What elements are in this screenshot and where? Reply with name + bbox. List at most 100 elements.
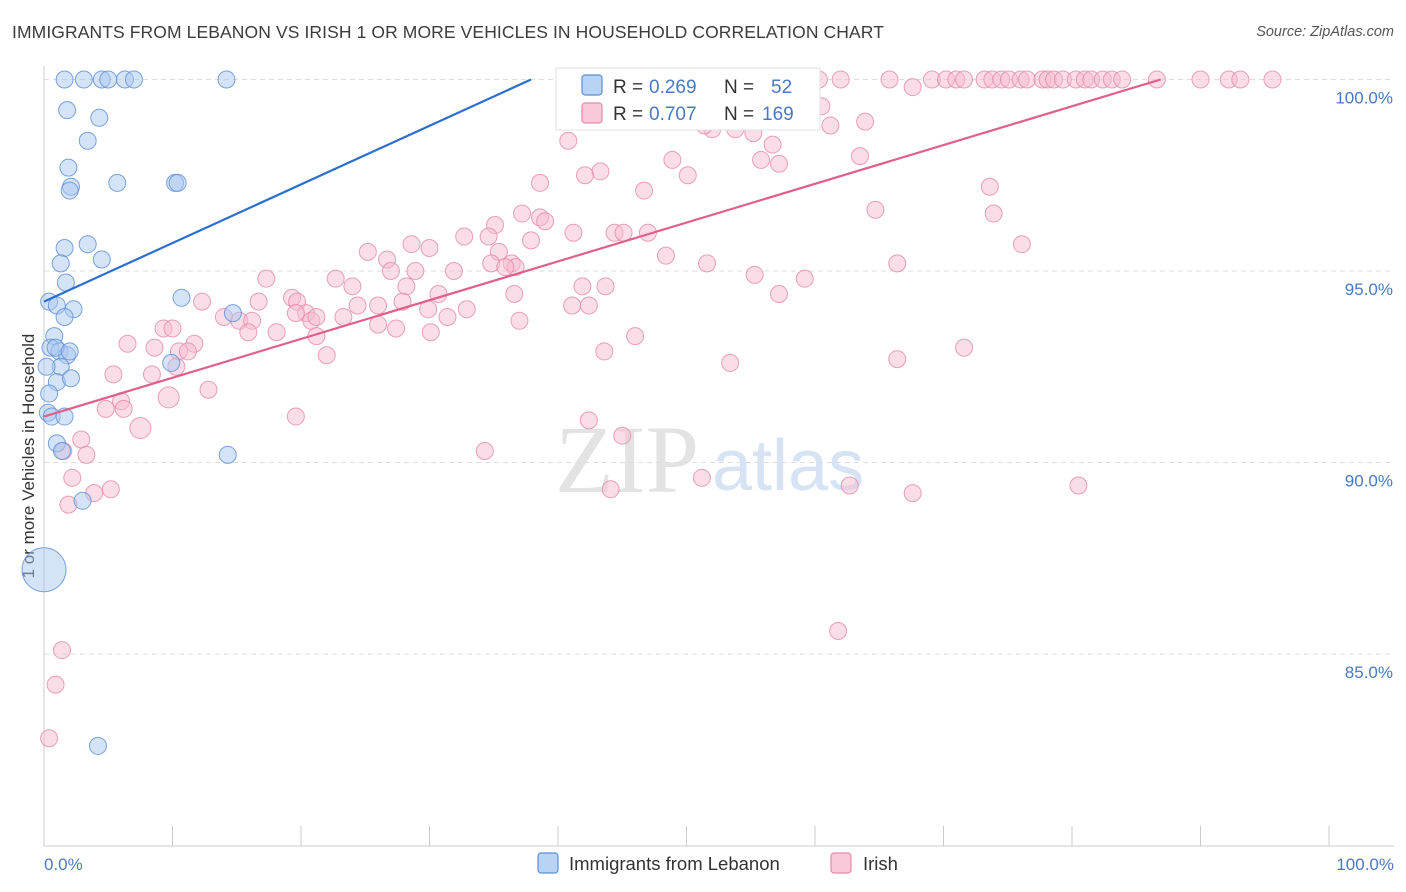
- irish-point: [770, 154, 789, 173]
- lebanon-point: [223, 304, 242, 323]
- irish-point: [888, 254, 907, 273]
- legend-swatch-irish: [581, 102, 603, 124]
- watermark-zip: ZIP: [555, 406, 699, 513]
- irish-point: [142, 365, 161, 384]
- series-legend: Immigrants from Lebanon Irish: [537, 852, 898, 874]
- irish-point: [334, 307, 353, 326]
- irish-point: [663, 150, 682, 169]
- x-tick-label-min: 0.0%: [44, 855, 83, 874]
- irish-point: [455, 227, 474, 246]
- lebanon-point: [78, 235, 97, 254]
- y-tick-label: 85.0%: [1345, 663, 1393, 682]
- lebanon-point: [55, 239, 74, 258]
- legend-n-value-lebanon: 52: [771, 77, 792, 98]
- irish-point: [752, 150, 771, 169]
- irish-point: [573, 277, 592, 296]
- irish-point: [596, 277, 615, 296]
- lebanon-point: [52, 442, 71, 461]
- lebanon-point: [74, 70, 93, 89]
- irish-point: [267, 323, 286, 342]
- lebanon-point: [90, 108, 109, 127]
- lebanon-point: [88, 736, 107, 755]
- irish-point: [77, 445, 96, 464]
- irish-point: [101, 480, 120, 499]
- lebanon-point: [58, 101, 77, 120]
- lebanon-point: [108, 173, 127, 192]
- legend-r-label-1: R =: [613, 77, 643, 98]
- lebanon-point: [60, 342, 79, 361]
- legend-n-value-irish: 169: [762, 104, 794, 125]
- irish-point: [575, 166, 594, 185]
- irish-point: [505, 284, 524, 303]
- y-axis-label: 1 or more Vehicles in Household: [19, 334, 38, 579]
- y-tick-label: 95.0%: [1345, 280, 1393, 299]
- irish-point: [406, 262, 425, 280]
- irish-point: [955, 70, 974, 89]
- irish-point: [286, 304, 305, 323]
- irish-point: [129, 417, 152, 440]
- lebanon-point: [61, 369, 80, 388]
- lebanon-point: [92, 250, 111, 269]
- irish-point: [96, 399, 115, 418]
- irish-point: [903, 484, 922, 503]
- irish-point: [850, 147, 869, 166]
- irish-point: [157, 386, 180, 409]
- irish-point: [393, 292, 412, 311]
- irish-point: [343, 277, 362, 296]
- irish-point: [513, 204, 532, 223]
- irish-point: [678, 166, 697, 185]
- irish-point: [591, 162, 610, 181]
- series-legend-label-lebanon: Immigrants from Lebanon: [569, 853, 780, 874]
- legend-swatch-lebanon: [581, 74, 603, 96]
- lebanon-point: [51, 254, 70, 273]
- lebanon-trend-line: [43, 78, 532, 303]
- irish-point: [656, 246, 675, 265]
- lebanon-point: [60, 181, 79, 200]
- legend-n-label-1: N =: [724, 77, 754, 98]
- irish-point: [1012, 235, 1031, 254]
- irish-point: [199, 380, 218, 399]
- irish-point: [721, 353, 740, 372]
- irish-point: [178, 342, 197, 361]
- series-legend-swatch-irish: [830, 852, 852, 874]
- irish-point: [444, 262, 463, 280]
- irish-point: [880, 70, 899, 89]
- legend-n-label-2: N =: [724, 104, 754, 125]
- irish-point: [831, 70, 850, 89]
- irish-point: [626, 327, 645, 346]
- irish-point: [559, 131, 578, 150]
- irish-point: [387, 319, 406, 338]
- irish-point: [496, 258, 515, 277]
- series-legend-swatch-lebanon: [537, 852, 559, 874]
- irish-point: [1147, 70, 1166, 89]
- irish-point: [795, 269, 814, 288]
- irish-point: [145, 338, 164, 357]
- legend-r-value-irish: 0.707: [649, 104, 697, 125]
- irish-point: [358, 242, 377, 261]
- source-credit: Source: ZipAtlas.com: [1256, 24, 1394, 40]
- irish-point: [420, 239, 439, 258]
- stats-legend: R = 0.269 N = 52 R = 0.707 N = 169: [555, 67, 821, 131]
- irish-point: [531, 173, 550, 192]
- series-legend-label-irish: Irish: [863, 853, 898, 874]
- lebanon-point: [59, 158, 78, 177]
- lebanon-points: [21, 70, 242, 755]
- irish-point: [421, 323, 440, 342]
- lebanon-point: [99, 70, 118, 89]
- irish-point: [438, 307, 457, 326]
- lebanon-point: [162, 353, 181, 372]
- irish-point: [193, 292, 212, 311]
- irish-point: [348, 296, 367, 315]
- irish-point: [698, 254, 717, 273]
- irish-point: [510, 311, 529, 330]
- irish-point: [829, 622, 848, 641]
- lebanon-point: [55, 70, 74, 89]
- irish-point: [317, 346, 336, 365]
- irish-point: [536, 212, 555, 231]
- irish-point: [1113, 70, 1132, 89]
- irish-point: [888, 350, 907, 369]
- irish-point: [522, 231, 541, 250]
- irish-point: [52, 641, 71, 660]
- irish-point: [564, 223, 583, 242]
- irish-point: [614, 223, 633, 242]
